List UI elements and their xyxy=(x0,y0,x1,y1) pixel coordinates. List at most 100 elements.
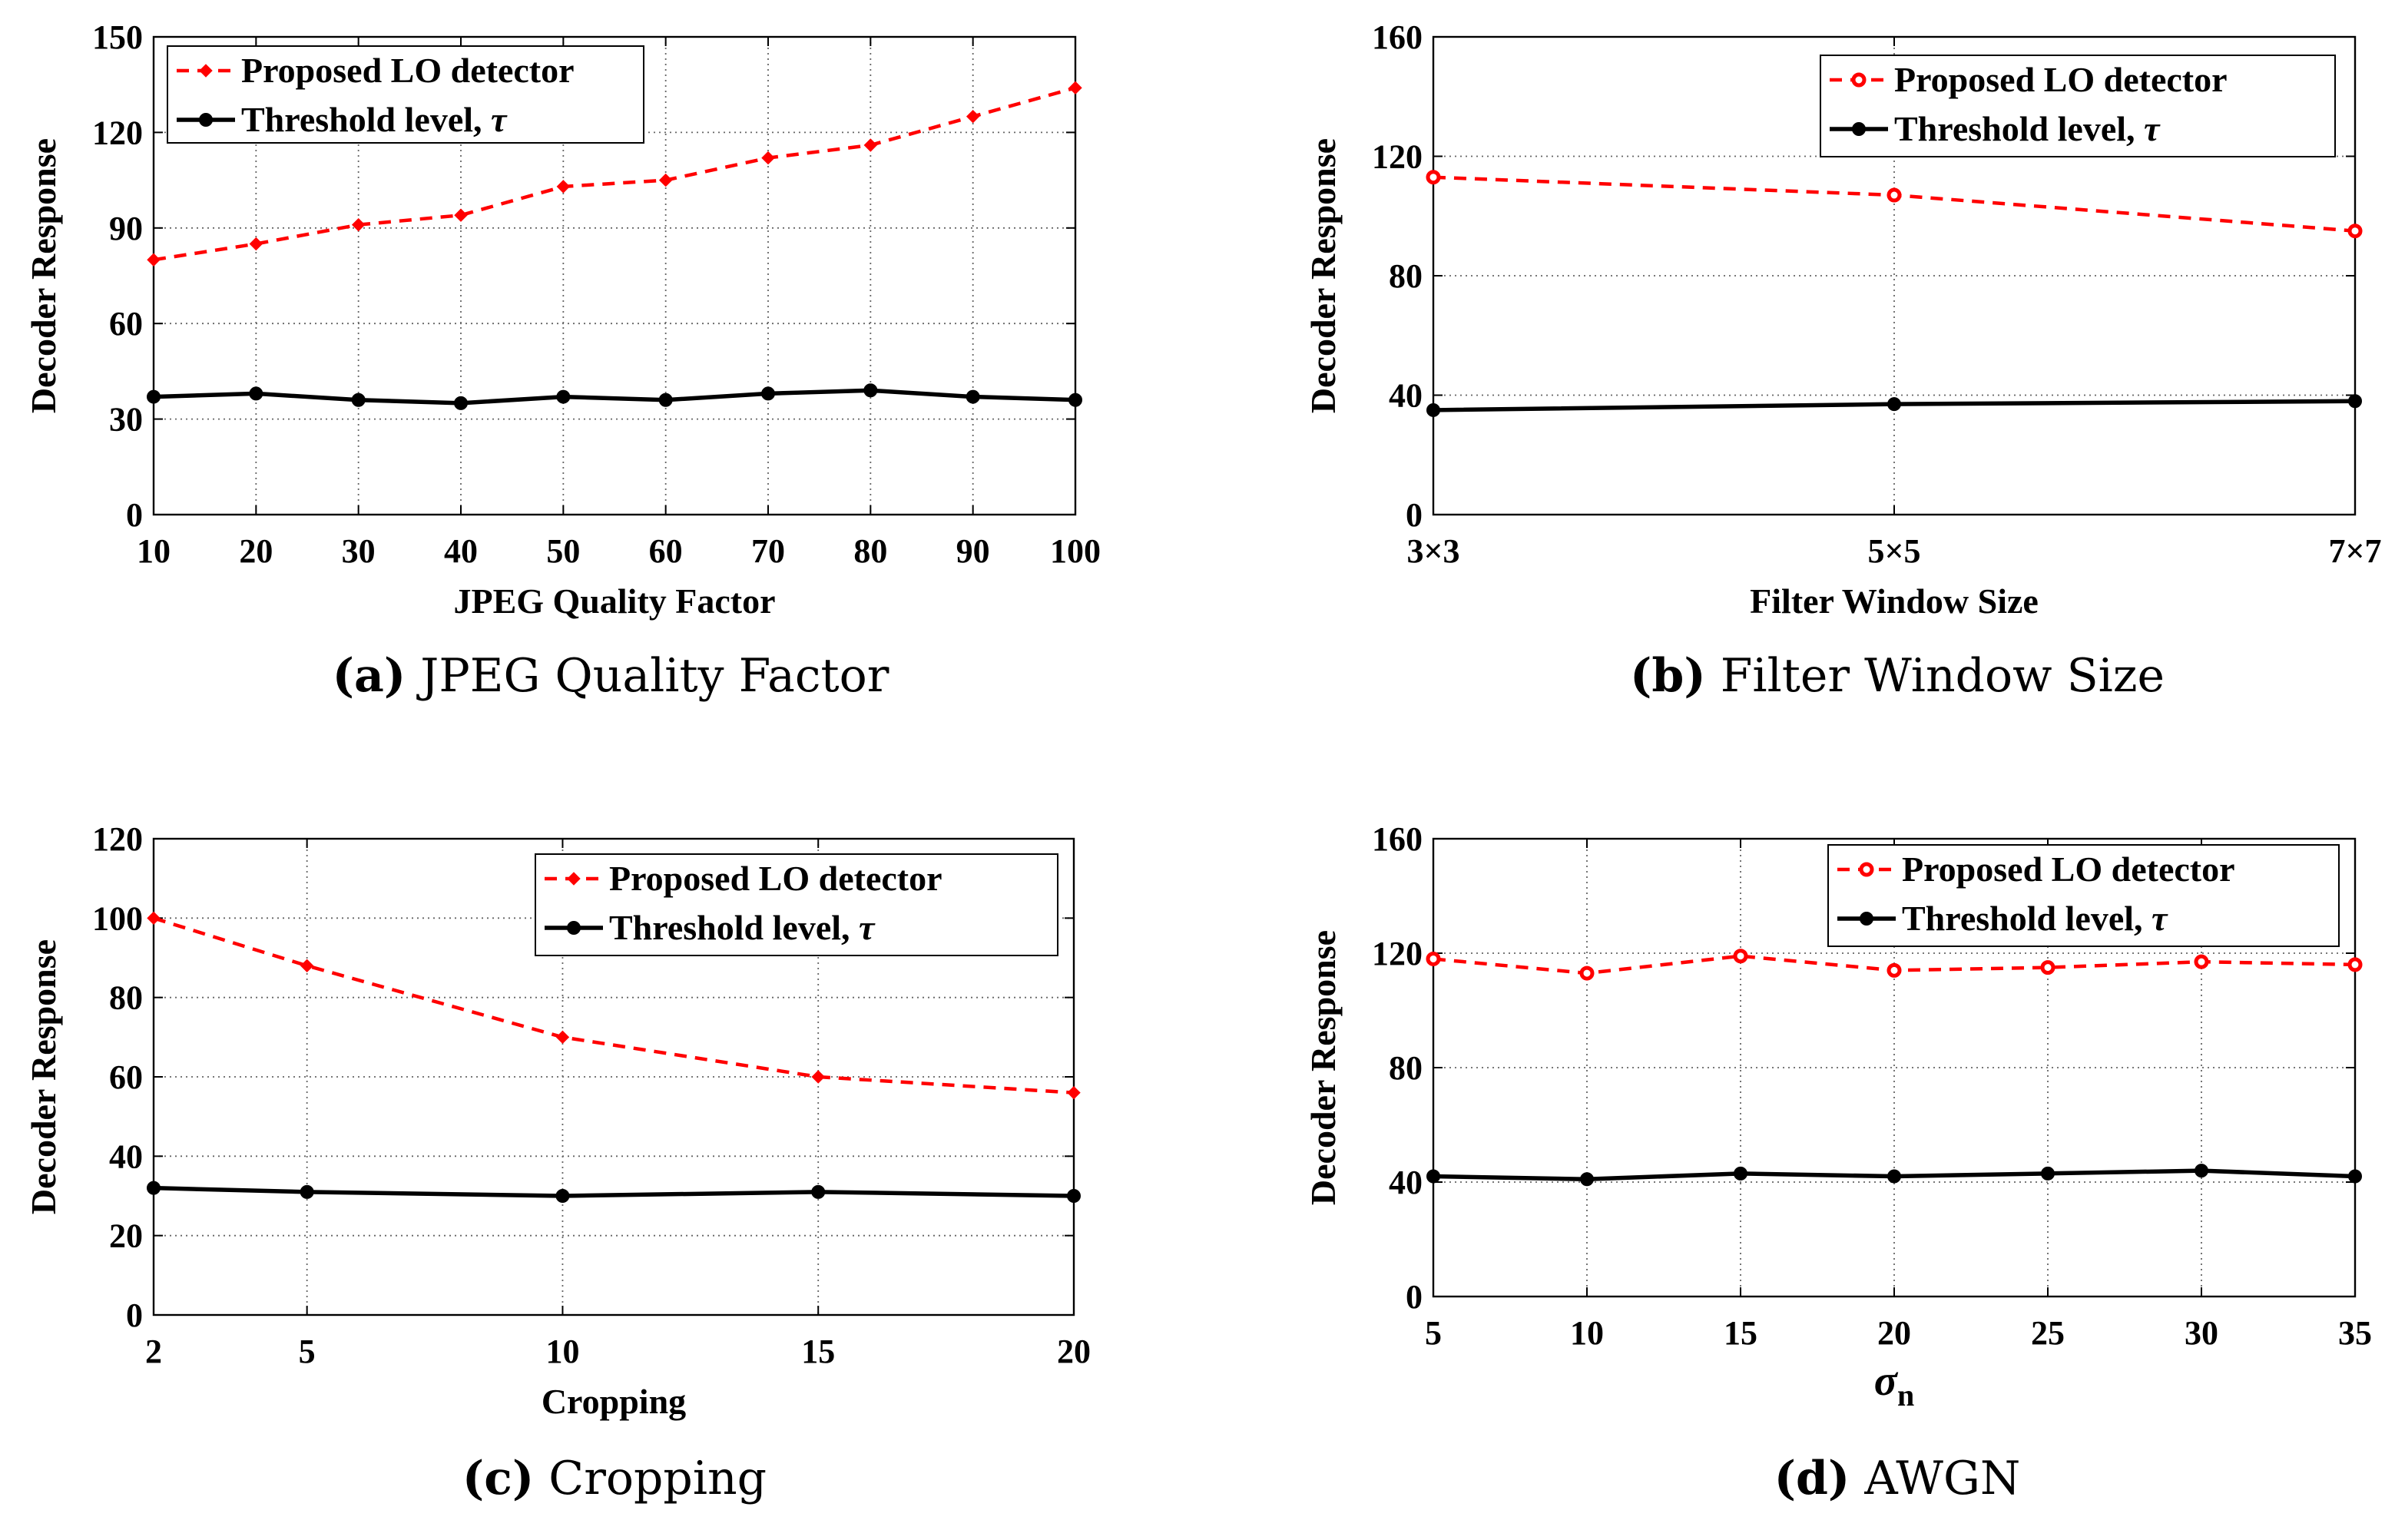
data-point xyxy=(556,389,571,404)
series-threshold xyxy=(147,383,1082,410)
x-axis-label: Cropping xyxy=(542,1382,686,1421)
legend-marker xyxy=(567,921,581,935)
series-detector xyxy=(147,81,1082,267)
legend-marker xyxy=(1852,122,1866,136)
legend-box xyxy=(1827,844,2340,947)
series-detector xyxy=(147,911,1081,1100)
legend-label: Threshold level, τ xyxy=(1902,899,2168,938)
data-point xyxy=(761,386,775,401)
data-point xyxy=(811,1184,826,1199)
data-point xyxy=(1887,187,1902,203)
chart-d: 5 10 15 20 25 30 35 0 40 80 120 160 σn Decoder Respon… xyxy=(1304,820,2372,1505)
legend-label: Threshold level, τ xyxy=(1894,109,2161,148)
legend-marker xyxy=(567,872,581,886)
data-point xyxy=(1067,1189,1081,1203)
data-point xyxy=(1887,962,1902,978)
data-point xyxy=(555,1030,570,1045)
data-point xyxy=(1426,170,1441,185)
y-tick-label: 60 xyxy=(109,305,143,343)
data-point xyxy=(2195,1164,2208,1178)
y-tick-label: 40 xyxy=(109,1138,143,1175)
grid xyxy=(154,37,1075,515)
series-threshold xyxy=(1426,1164,2362,1187)
data-point xyxy=(454,208,468,222)
data-point xyxy=(966,389,980,404)
y-tick-label: 0 xyxy=(126,1297,143,1334)
legend-label: Proposed LO detector xyxy=(1894,60,2228,99)
x-tick-label: 10 xyxy=(137,532,171,570)
data-point xyxy=(1580,1172,1594,1187)
data-point xyxy=(351,217,366,232)
y-tick-label: 100 xyxy=(92,899,143,937)
data-point xyxy=(454,396,468,410)
series-threshold xyxy=(147,1181,1081,1203)
y-tick-label: 80 xyxy=(1389,257,1423,295)
data-point xyxy=(1579,965,1595,981)
legend-box xyxy=(1820,55,2336,157)
caption: (d) AWGN xyxy=(1774,1452,2021,1505)
x-tick-label: 10 xyxy=(1570,1314,1604,1352)
series-threshold xyxy=(1426,394,2362,417)
data-point xyxy=(147,253,161,267)
y-tick-label: 20 xyxy=(109,1217,143,1255)
data-point xyxy=(863,138,878,152)
grid xyxy=(1433,37,2355,515)
series-line xyxy=(153,388,1076,406)
axes-frame xyxy=(152,35,1077,516)
legend-box xyxy=(167,45,644,144)
caption: (b) Filter Window Size xyxy=(1630,649,2165,703)
y-tick-label: 150 xyxy=(92,18,143,56)
x-tick-label: 60 xyxy=(649,532,683,570)
legend-box xyxy=(535,853,1058,956)
x-tick-label: 10 xyxy=(545,1333,579,1370)
data-point xyxy=(658,173,673,187)
data-point xyxy=(351,392,366,407)
legend-label: Threshold level, τ xyxy=(609,908,876,947)
x-tick-label: 90 xyxy=(956,532,990,570)
x-axis-label: σn xyxy=(1874,1357,1914,1412)
y-tick-label: 40 xyxy=(1389,1164,1423,1201)
legend-marker xyxy=(199,64,213,78)
data-point xyxy=(2040,960,2055,975)
legend-label: Proposed LO detector xyxy=(1902,849,2235,889)
data-point xyxy=(249,386,263,401)
legend-marker xyxy=(1860,912,1873,926)
x-tick-label: 40 xyxy=(444,532,478,570)
data-point xyxy=(2348,394,2362,409)
data-point xyxy=(1426,951,1441,966)
x-tick-label: 5 xyxy=(1425,1314,1442,1352)
caption: (c) Cropping xyxy=(462,1452,767,1505)
x-tick-label: 100 xyxy=(1050,532,1101,570)
x-tick-label: 15 xyxy=(801,1333,835,1370)
x-tick-label: 30 xyxy=(2185,1314,2218,1352)
series-line xyxy=(153,86,1076,262)
y-tick-label: 80 xyxy=(1389,1049,1423,1087)
x-tick-label: 7×7 xyxy=(2328,532,2381,570)
y-tick-label: 0 xyxy=(1406,496,1423,534)
data-point xyxy=(658,392,673,407)
chart-a: 10 20 30 40 50 60 70 80 90 100 0 30 60 90 120 150 JPEG Q… xyxy=(24,18,1101,703)
y-tick-label: 0 xyxy=(1406,1278,1423,1316)
y-axis-label: Decoder Response xyxy=(24,138,63,413)
data-point xyxy=(1887,1169,1901,1184)
x-tick-label: 25 xyxy=(2031,1314,2065,1352)
x-tick-label: 15 xyxy=(1724,1314,1757,1352)
x-tick-label: 70 xyxy=(751,532,785,570)
y-axis-label: Decoder Response xyxy=(1304,930,1343,1205)
x-axis-label: Filter Window Size xyxy=(1750,581,2039,621)
legend-label: Proposed LO detector xyxy=(609,859,942,898)
y-tick-label: 90 xyxy=(109,210,143,247)
y-tick-label: 80 xyxy=(109,979,143,1017)
legend-label: Threshold level, τ xyxy=(241,100,508,139)
y-tick-label: 120 xyxy=(1372,935,1423,972)
y-axis-label: Decoder Response xyxy=(24,939,63,1214)
y-tick-label: 30 xyxy=(109,401,143,439)
legend-marker xyxy=(1851,72,1867,88)
data-point xyxy=(147,1181,161,1195)
x-tick-label: 5 xyxy=(299,1333,316,1370)
x-axis-label: JPEG Quality Factor xyxy=(453,581,775,621)
y-tick-label: 40 xyxy=(1389,377,1423,415)
x-tick-label: 30 xyxy=(342,532,376,570)
data-point xyxy=(1734,1166,1747,1181)
